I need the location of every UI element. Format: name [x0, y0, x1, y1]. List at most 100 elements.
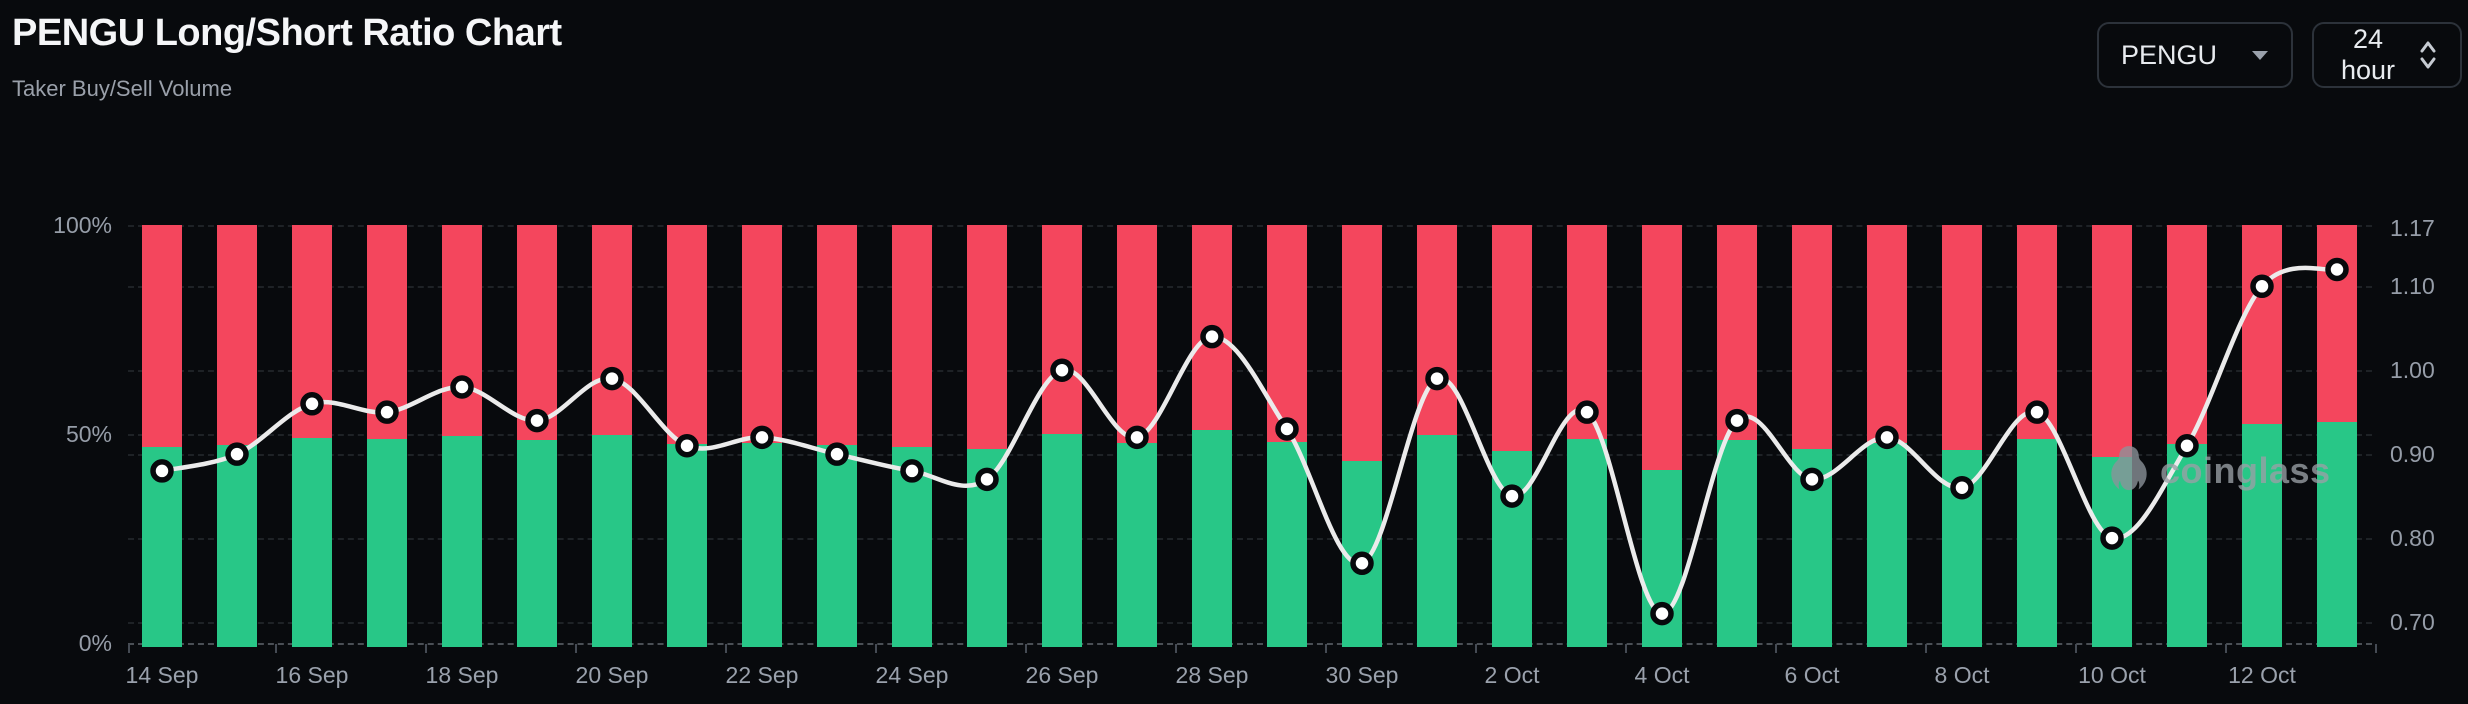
ratio-line [161, 265, 2338, 616]
interval-select[interactable]: 24 hour [2312, 22, 2462, 88]
bar-8-oct[interactable] [1942, 225, 1982, 647]
bar-13-oct[interactable] [2317, 225, 2357, 647]
coin-select-value: PENGU [2121, 39, 2218, 70]
page-subtitle: Taker Buy/Sell Volume [12, 76, 233, 101]
ratio-dot[interactable] [975, 467, 999, 492]
ratio-dot[interactable] [1575, 400, 1599, 424]
x-axis-tick [128, 644, 130, 653]
x-axis-tick [2074, 644, 2077, 653]
bar-segment-sell [1867, 225, 1907, 443]
ratio-dot[interactable] [150, 459, 174, 483]
bar-29-sep[interactable] [1267, 225, 1307, 647]
ratio-dot[interactable] [225, 442, 249, 466]
bar-16-sep[interactable] [292, 225, 332, 647]
bar-segment-sell [1792, 225, 1832, 449]
bar-12-oct[interactable] [2242, 225, 2282, 647]
bar-segment-sell [2092, 225, 2132, 458]
x-axis-tick [2374, 644, 2377, 653]
x-axis-tick [424, 644, 427, 653]
ratio-dot[interactable] [750, 425, 774, 450]
gridline-1.10 [128, 286, 2372, 289]
ratio-dot[interactable] [1650, 601, 1674, 626]
bar-30-sep[interactable] [1342, 225, 1382, 647]
bar-26-sep[interactable] [1042, 225, 1082, 647]
bar-24-sep[interactable] [892, 225, 932, 647]
bar-4-oct[interactable] [1642, 225, 1682, 647]
x-axis-tick [2224, 644, 2227, 653]
page-title: PENGU Long/Short Ratio Chart [12, 12, 562, 54]
ratio-dot[interactable] [1425, 366, 1449, 391]
bar-25-sep[interactable] [967, 225, 1007, 647]
bar-segment-sell [217, 225, 257, 445]
bar-20-sep[interactable] [592, 225, 632, 647]
x-axis-tick [274, 644, 277, 653]
ratio-dot[interactable] [2325, 257, 2349, 282]
x-axis-tick [1474, 644, 1477, 653]
bar-segment-sell [967, 225, 1007, 449]
ratio-dot[interactable] [675, 434, 699, 458]
bar-5-oct[interactable] [1717, 225, 1757, 647]
bar-segment-sell [1942, 225, 1982, 450]
x-axis-label: 26 Sep [1025, 662, 1099, 688]
bar-segment-sell [667, 225, 707, 445]
bar-segment-sell [517, 225, 557, 441]
ratio-dot[interactable] [1275, 417, 1299, 441]
bar-15-sep[interactable] [217, 225, 257, 647]
y-axis-label-right: 0.80 [2390, 525, 2435, 552]
gridline-0% [128, 643, 2372, 645]
ratio-dot[interactable] [1350, 551, 1374, 576]
ratio-dot[interactable] [300, 392, 324, 416]
ratio-dot[interactable] [1200, 324, 1224, 349]
bar-segment-sell [1642, 225, 1682, 470]
plot-area [128, 225, 2372, 647]
ratio-dot[interactable] [1125, 425, 1149, 450]
bar-segment-sell [442, 225, 482, 437]
ratio-dot[interactable] [900, 459, 924, 483]
y-axis-label-right: 1.10 [2390, 273, 2435, 300]
ratio-dot[interactable] [1050, 358, 1074, 382]
ratio-dot[interactable] [1875, 425, 1899, 450]
ratio-dot[interactable] [375, 400, 399, 424]
bar-11-oct[interactable] [2167, 225, 2207, 647]
bar-28-sep[interactable] [1192, 225, 1232, 647]
ratio-dot[interactable] [1950, 475, 1974, 500]
coin-select[interactable]: PENGU [2097, 22, 2293, 88]
y-axis-label-left: 100% [53, 212, 112, 238]
bar-segment-sell [142, 225, 182, 448]
up-down-chevron-icon [2418, 39, 2438, 71]
ratio-dot[interactable] [450, 375, 474, 399]
ratio-dot[interactable] [2175, 434, 2199, 458]
bar-14-sep[interactable] [142, 225, 182, 647]
bar-segment-sell [2242, 225, 2282, 424]
x-axis-tick [1174, 644, 1177, 653]
bar-segment-sell [742, 225, 782, 443]
x-axis-tick [574, 644, 577, 653]
ratio-dot[interactable] [600, 366, 624, 391]
ratio-dot[interactable] [2100, 526, 2124, 550]
ratio-dot[interactable] [1800, 467, 1824, 492]
bar-6-oct[interactable] [1792, 225, 1832, 647]
y-axis-label-right: 1.00 [2390, 357, 2435, 384]
bar-23-sep[interactable] [817, 225, 857, 647]
bar-18-sep[interactable] [442, 225, 482, 647]
bar-segment-sell [1042, 225, 1082, 434]
x-axis-tick [1324, 644, 1327, 653]
x-axis-tick [1924, 644, 1927, 653]
bar-2-oct[interactable] [1492, 225, 1532, 647]
bar-19-sep[interactable] [517, 225, 557, 647]
bar-segment-sell [1117, 225, 1157, 443]
bar-10-oct[interactable] [2092, 225, 2132, 647]
bar-17-sep[interactable] [367, 225, 407, 647]
ratio-dot[interactable] [1725, 408, 1749, 433]
gridline-50% [128, 434, 2372, 436]
ratio-dot[interactable] [525, 408, 549, 433]
ratio-dot[interactable] [825, 442, 849, 466]
ratio-dot[interactable] [1500, 484, 1524, 508]
ratio-dot[interactable] [2250, 274, 2274, 299]
gridline-0.70 [128, 622, 2372, 625]
x-axis-label: 24 Sep [875, 662, 949, 688]
bar-segment-sell [892, 225, 932, 448]
x-axis-label: 22 Sep [725, 662, 799, 688]
ratio-dot[interactable] [2025, 400, 2049, 424]
